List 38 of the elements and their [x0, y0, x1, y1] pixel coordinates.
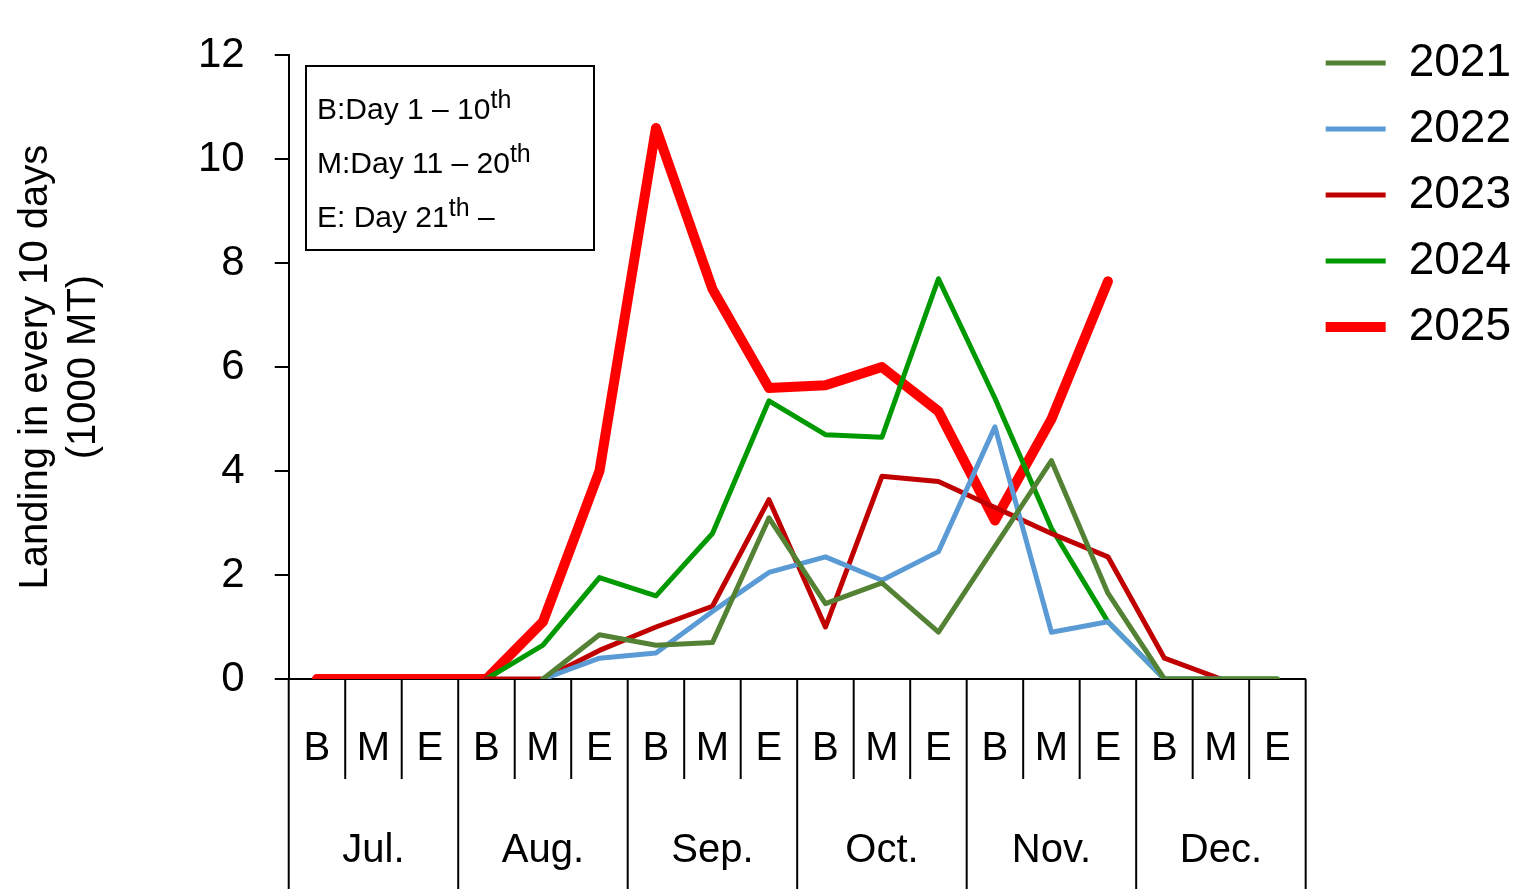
x-tick-label: E	[416, 724, 444, 769]
x-tick-label: B	[1151, 724, 1178, 769]
x-tick-label: B	[473, 724, 500, 769]
text: Nov.	[1011, 826, 1092, 871]
x-tick-label: E	[586, 724, 613, 769]
x-tick-label: B	[812, 724, 839, 769]
text: Sep.	[671, 826, 754, 871]
text: Aug.	[501, 826, 585, 871]
y-tick-label: 10	[198, 132, 245, 180]
text: Dec.	[1179, 826, 1263, 871]
x-tick-label: B	[642, 724, 670, 769]
x-tick-label: M	[1204, 724, 1238, 769]
y-tick-label: 6	[221, 340, 245, 388]
x-tick-label: M	[1034, 724, 1069, 769]
legend-label: 2021	[1408, 33, 1512, 86]
x-tick-label: M	[865, 724, 899, 769]
legend-label: 2023	[1408, 165, 1512, 218]
y-tick-label: 2	[221, 548, 245, 596]
y-tick-label: 0	[221, 652, 245, 700]
y-tick-label: 8	[221, 236, 245, 284]
x-tick-label: M	[526, 724, 560, 769]
x-tick-label: M	[356, 724, 391, 769]
legend-label: 2025	[1408, 297, 1512, 350]
text: Jul.	[342, 826, 405, 871]
x-tick-label: E	[925, 724, 952, 769]
x-tick-label: B	[981, 724, 1009, 769]
x-tick-label: E	[1264, 724, 1291, 769]
x-tick-label: M	[695, 724, 730, 769]
text: Oct.	[845, 826, 919, 871]
legend-label: 2024	[1408, 231, 1512, 284]
y-axis-title: Landing in every 10 days (1000 MT)	[11, 144, 104, 590]
x-tick-label: B	[303, 724, 331, 769]
legend-label: 2022	[1408, 99, 1512, 152]
y-tick-label: 4	[221, 444, 245, 492]
x-tick-label: E	[755, 724, 783, 769]
text: B:Day 1 – 10$^{th}$ M:Day 11 – 20$^{th}$ E: Day 21$^{th}$ –	[317, 85, 531, 233]
y-tick-label: 12	[198, 28, 245, 76]
x-tick-label: E	[1094, 724, 1122, 769]
